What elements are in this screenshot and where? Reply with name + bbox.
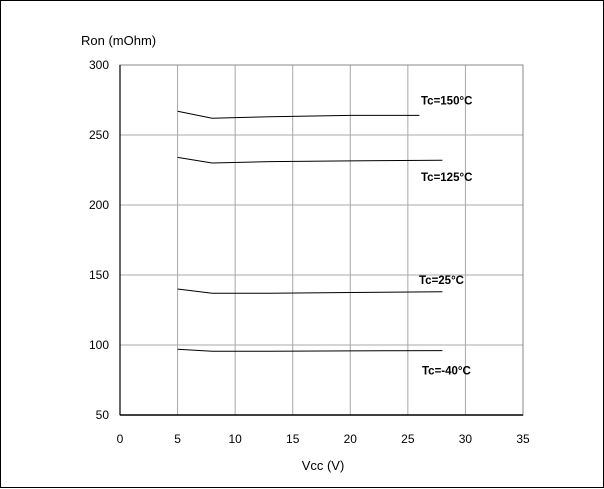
series-label-2: Tc=25°C	[419, 275, 464, 287]
x-tick-label-5: 5	[174, 432, 181, 446]
x-tick-label-10: 10	[228, 432, 242, 446]
x-tick-label-30: 30	[459, 432, 473, 446]
x-tick-labels: 0 5 10 15 20 25 30 35	[117, 432, 530, 446]
series-lines	[177, 110, 443, 352]
y-tick-label-50: 50	[96, 408, 110, 422]
series-line-2	[177, 288, 443, 294]
series-line-3	[177, 348, 443, 352]
axes	[119, 64, 524, 416]
y-tick-label-250: 250	[89, 128, 109, 142]
x-tick-label-20: 20	[344, 432, 358, 446]
series-label-3: Tc=-40°C	[422, 366, 471, 378]
y-tick-label-150: 150	[89, 268, 109, 282]
series-line-0	[177, 110, 420, 119]
series-label-1: Tc=125°C	[421, 172, 472, 184]
plot-area	[120, 65, 523, 415]
x-tick-label-25: 25	[401, 432, 415, 446]
y-tick-label-300: 300	[89, 58, 109, 72]
y-tick-label-100: 100	[89, 338, 109, 352]
x-axis-title: Vcc (V)	[302, 458, 345, 473]
series-labels: Tc=150°C Tc=125°C Tc=25°C Tc=-40°C	[419, 95, 472, 377]
y-tick-labels: 50 100 150 200 250 300	[89, 58, 109, 422]
x-tick-label-15: 15	[286, 432, 300, 446]
series-label-0: Tc=150°C	[421, 95, 472, 107]
y-axis-title: Ron (mOhm)	[81, 33, 156, 48]
x-tick-label-35: 35	[516, 432, 530, 446]
series-line-1	[177, 156, 443, 164]
y-tick-label-200: 200	[89, 198, 109, 212]
x-tick-label-0: 0	[117, 432, 124, 446]
grid	[120, 65, 523, 415]
